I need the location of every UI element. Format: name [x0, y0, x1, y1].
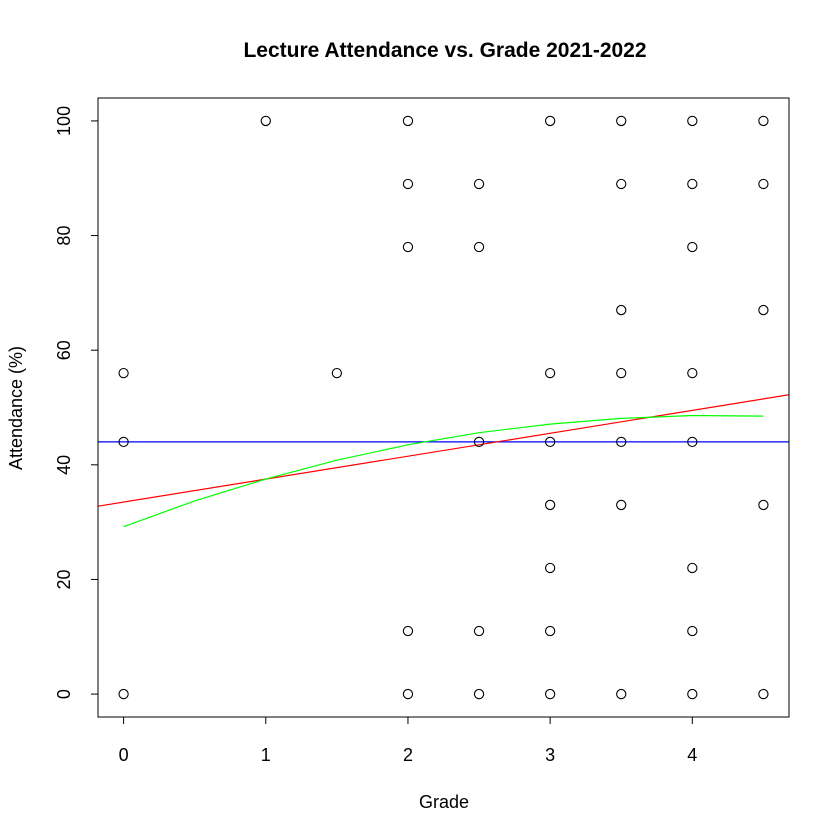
y-tick-label: 0	[54, 689, 74, 699]
data-point	[402, 115, 414, 127]
data-point	[758, 115, 769, 127]
data-point	[544, 367, 556, 379]
data-point	[687, 241, 698, 253]
data-point	[402, 178, 414, 190]
data-point	[616, 688, 627, 700]
data-point	[118, 688, 129, 700]
data-point	[544, 436, 556, 448]
data-point	[331, 367, 343, 379]
data-point	[687, 367, 698, 379]
data-point	[402, 688, 414, 700]
regression-line	[98, 394, 789, 507]
x-tick-label: 1	[261, 745, 271, 765]
data-point	[473, 625, 485, 637]
data-point	[687, 625, 698, 637]
lines-layer	[98, 394, 789, 528]
data-point	[616, 499, 627, 511]
data-point	[616, 304, 627, 316]
data-point	[473, 241, 485, 253]
data-point	[473, 178, 485, 190]
data-point	[544, 688, 556, 700]
data-point	[616, 115, 627, 127]
data-point	[758, 304, 769, 316]
data-point	[616, 367, 627, 379]
y-tick-label: 60	[54, 340, 74, 360]
data-point	[544, 499, 556, 511]
y-axis-label: Attendance (%)	[6, 346, 26, 470]
points-layer	[118, 115, 769, 700]
x-axis-label: Grade	[419, 792, 469, 812]
data-point	[687, 562, 698, 574]
data-point	[758, 688, 769, 700]
data-point	[473, 688, 485, 700]
chart-title: Lecture Attendance vs. Grade 2021-2022	[243, 39, 646, 62]
y-tick-label: 40	[54, 455, 74, 475]
data-point	[402, 625, 414, 637]
data-point	[687, 178, 698, 190]
x-axis: 0 1 2 3 4	[119, 716, 697, 765]
data-point	[616, 436, 627, 448]
x-tick-label: 0	[119, 745, 129, 765]
y-axis: 0 20 40 60 80 100	[54, 106, 99, 699]
data-point	[544, 562, 556, 574]
data-point	[544, 115, 556, 127]
data-point	[118, 436, 129, 448]
smooth-line	[123, 414, 764, 528]
data-point	[758, 499, 769, 511]
data-point	[544, 625, 556, 637]
data-point	[687, 436, 698, 448]
y-tick-label: 80	[54, 226, 74, 246]
data-point	[260, 115, 271, 127]
data-point	[616, 178, 627, 190]
data-point	[687, 688, 698, 700]
x-tick-label: 2	[403, 745, 413, 765]
x-tick-label: 3	[545, 745, 555, 765]
x-tick-label: 4	[687, 745, 697, 765]
data-point	[687, 115, 698, 127]
y-tick-label: 20	[54, 569, 74, 589]
y-tick-label: 100	[54, 106, 74, 136]
data-point	[473, 436, 485, 448]
data-point	[402, 241, 414, 253]
data-point	[758, 178, 769, 190]
data-point	[118, 367, 129, 379]
plot-frame	[97, 97, 790, 718]
